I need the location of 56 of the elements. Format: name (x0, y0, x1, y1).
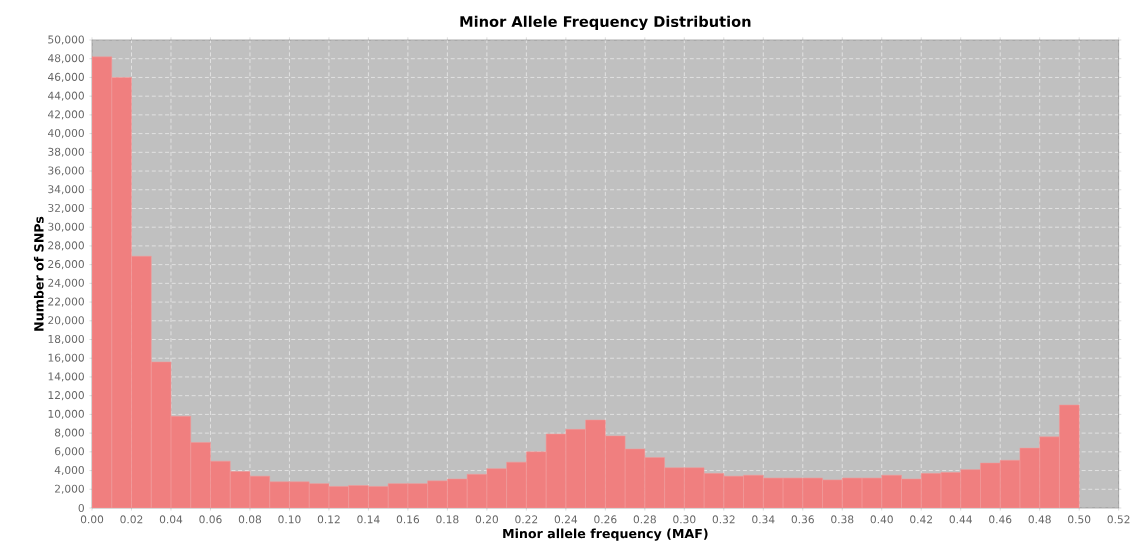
x-tick-label: 0.52 (1107, 515, 1130, 524)
x-tick-label: 0.28 (633, 515, 656, 524)
x-tick-label: 0.00 (80, 515, 104, 524)
y-tick-label: 46,000 (48, 73, 84, 83)
y-tick-label: 38,000 (48, 147, 84, 158)
x-tick-label: 0.18 (436, 515, 459, 524)
y-tick-label: 18,000 (48, 335, 84, 345)
x-tick-label: 0.24 (554, 515, 578, 524)
x-tick-label: 0.20 (475, 515, 498, 524)
x-tick-label: 0.14 (357, 515, 380, 524)
y-tick-label: 34,000 (48, 185, 84, 195)
y-tick-label: 42,000 (48, 110, 84, 120)
y-tick-label: 10,000 (48, 409, 84, 420)
y-axis-title: Number of SNPs (33, 216, 44, 331)
y-tick-label: 12,000 (48, 391, 84, 401)
x-tick-label: 0.02 (120, 515, 143, 524)
x-tick-label: 0.10 (278, 515, 301, 524)
y-tick-label: 8,000 (54, 428, 84, 438)
x-tick-label: 0.40 (870, 515, 893, 524)
y-tick-label: 16,000 (48, 353, 84, 363)
y-tick-label: 36,000 (48, 166, 84, 176)
x-tick-label: 0.48 (1028, 515, 1051, 524)
x-tick-label: 0.26 (594, 515, 617, 524)
y-tick-label: 50,000 (48, 35, 84, 45)
x-tick-label: 0.12 (317, 515, 340, 524)
y-tick-label: 26,000 (48, 260, 84, 270)
y-tick-label: 30,000 (48, 222, 84, 232)
chart-title: Minor Allele Frequency Distribution (460, 15, 751, 31)
x-tick-label: 0.22 (515, 515, 538, 524)
x-tick-label: 0.34 (752, 515, 775, 524)
y-tick-label: 48,000 (48, 54, 84, 64)
y-tick-label: 32,000 (48, 204, 84, 214)
y-tick-label: 22,000 (48, 297, 84, 307)
x-tick-label: 0.08 (238, 515, 262, 524)
x-tick-label: 0.04 (159, 515, 183, 524)
y-tick-label: 28,000 (48, 241, 84, 251)
x-tick-label: 0.32 (712, 515, 735, 524)
x-tick-label: 0.16 (396, 515, 420, 524)
y-tick-label: 20,000 (48, 316, 84, 326)
x-tick-label: 0.50 (1068, 515, 1091, 524)
x-tick-label: 0.06 (199, 515, 222, 524)
x-tick-label: 0.38 (831, 515, 854, 524)
y-tick-label: 14,000 (48, 372, 84, 382)
x-tick-label: 0.46 (989, 515, 1012, 524)
y-tick-label: 24,000 (48, 278, 84, 289)
x-tick-label: 0.30 (673, 515, 696, 524)
y-tick-label: 0 (78, 504, 84, 513)
x-tick-label: 0.36 (791, 515, 814, 524)
x-tick-label: 0.42 (910, 515, 932, 524)
y-tick-label: 44,000 (48, 91, 84, 101)
x-axis-title: Minor allele frequency (MAF) (503, 528, 708, 541)
y-tick-label: 4,000 (54, 466, 84, 476)
y-tick-label: 2,000 (55, 484, 84, 494)
x-tick-label: 0.44 (949, 515, 972, 524)
y-tick-label: 6,000 (54, 447, 84, 457)
y-tick-label: 40,000 (48, 129, 84, 139)
